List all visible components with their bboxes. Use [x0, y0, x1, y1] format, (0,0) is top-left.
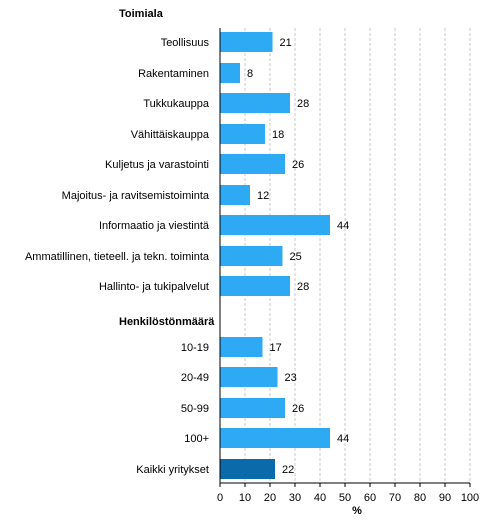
x-tick-label: 50	[339, 492, 351, 504]
x-tick-label: 0	[217, 492, 223, 504]
value-label: 23	[285, 372, 297, 384]
bar[interactable]	[220, 32, 273, 52]
bar[interactable]	[220, 276, 290, 296]
category-label: Kaikki yritykset	[136, 464, 209, 476]
x-tick-label: 60	[364, 492, 376, 504]
x-tick-label: 30	[289, 492, 301, 504]
category-label: Ammatillinen, tieteell. ja tekn. toimint…	[25, 251, 210, 263]
bar[interactable]	[220, 428, 330, 448]
value-label: 18	[272, 129, 284, 141]
category-label: Majoitus- ja ravitsemistoiminta	[62, 190, 210, 202]
category-label: Vähittäiskauppa	[131, 129, 210, 141]
bar[interactable]	[220, 63, 240, 83]
value-label: 44	[337, 220, 349, 232]
category-label: Tukkukauppa	[143, 98, 210, 110]
value-label: 28	[297, 281, 309, 293]
category-label: Teollisuus	[161, 37, 210, 49]
bar[interactable]	[220, 337, 263, 357]
value-label: 22	[282, 464, 294, 476]
bar[interactable]	[220, 459, 275, 479]
bar[interactable]	[220, 367, 278, 387]
bar[interactable]	[220, 154, 285, 174]
value-label: 21	[280, 37, 292, 49]
x-tick-label: 90	[439, 492, 451, 504]
category-label: Rakentaminen	[138, 68, 209, 80]
section-title: Toimiala	[119, 8, 164, 20]
category-label: Hallinto- ja tukipalvelut	[99, 281, 209, 293]
x-tick-label: 10	[239, 492, 251, 504]
x-tick-label: 20	[264, 492, 276, 504]
bar[interactable]	[220, 246, 283, 266]
category-label: 50-99	[181, 403, 209, 415]
x-tick-label: 40	[314, 492, 326, 504]
value-label: 26	[292, 403, 304, 415]
x-axis-title: %	[352, 505, 362, 517]
value-label: 17	[270, 342, 282, 354]
category-label: Kuljetus ja varastointi	[105, 159, 209, 171]
x-tick-label: 80	[414, 492, 426, 504]
value-label: 25	[290, 251, 302, 263]
value-label: 44	[337, 433, 349, 445]
value-label: 8	[247, 68, 253, 80]
x-tick-label: 70	[389, 492, 401, 504]
section-title: Henkilöstönmäärä	[119, 316, 215, 328]
category-label: 10-19	[181, 342, 209, 354]
value-label: 28	[297, 98, 309, 110]
bar[interactable]	[220, 93, 290, 113]
bar[interactable]	[220, 185, 250, 205]
bar[interactable]	[220, 398, 285, 418]
category-label: Informaatio ja viestintä	[99, 220, 210, 232]
category-label: 20-49	[181, 372, 209, 384]
category-label: 100+	[184, 433, 209, 445]
value-label: 12	[257, 190, 269, 202]
bar[interactable]	[220, 124, 265, 144]
bar[interactable]	[220, 215, 330, 235]
value-label: 26	[292, 159, 304, 171]
x-tick-label: 100	[461, 492, 479, 504]
